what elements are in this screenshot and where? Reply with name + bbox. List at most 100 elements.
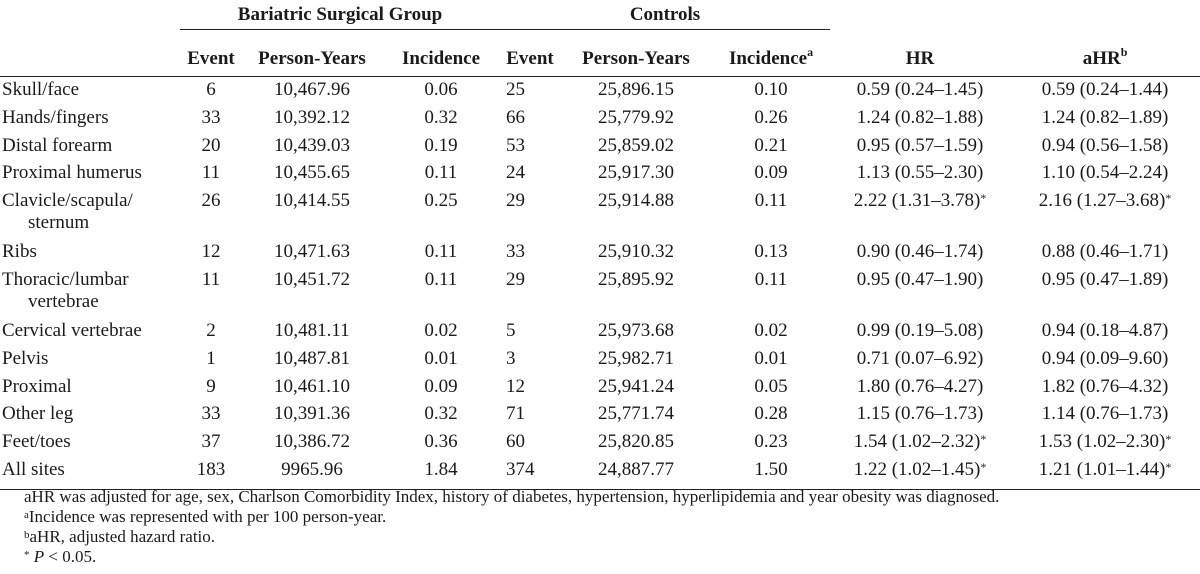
- cell-site: Other leg: [0, 401, 180, 429]
- group-controls: Controls: [500, 0, 831, 30]
- col-ahr-label: aHR: [1082, 48, 1121, 69]
- cell-c-py: 25,896.15: [598, 79, 674, 100]
- cell-c-inc: 0.28: [754, 403, 788, 425]
- site-label: Other leg: [2, 403, 74, 425]
- footnote-b-text: aHR, adjusted hazard ratio.: [29, 527, 216, 546]
- cell-c-event: 60: [506, 431, 525, 453]
- hr-value: 0.95 (0.47–1.90): [856, 268, 984, 290]
- hr-value: 0.99 (0.19–5.08): [856, 319, 984, 341]
- hr-value: 0.59 (0.24–1.45): [856, 79, 984, 100]
- ahr-value: 1.53 (1.02–2.30): [1038, 431, 1166, 453]
- table-row: Feet/toes 37 10,386.72 0.36 60 25,820.85 0.23 1…: [0, 429, 1200, 457]
- cell-hr: 1.13 (0.55–2.30): [830, 160, 1010, 188]
- cell-c-py: 25,973.68: [598, 319, 674, 341]
- cell-site: Proximal: [0, 374, 180, 402]
- table-footnotes: aHR was adjusted for age, sex, Charlson …: [24, 487, 999, 567]
- hr-value: 1.24 (0.82–1.88): [856, 106, 984, 128]
- cell-ahr: 1.10 (0.54–2.24): [1010, 160, 1200, 188]
- group-bariatric: Bariatric Surgical Group: [180, 0, 500, 30]
- cell-b-inc: 0.01: [424, 347, 458, 369]
- significance-mark: *: [980, 191, 987, 206]
- site-label: Proximal humerus: [2, 162, 142, 184]
- significance-mark: *: [1165, 432, 1172, 447]
- significance-mark: *: [980, 459, 987, 474]
- ahr-value: 1.24 (0.82–1.89): [1041, 106, 1169, 128]
- footnote-adjustment: aHR was adjusted for age, sex, Charlson …: [24, 487, 1000, 506]
- ahr-value: 1.10 (0.54–2.24): [1041, 162, 1169, 184]
- footnote-p-label: P: [33, 547, 45, 566]
- cell-site: Thoracic/lumbar vertebrae: [0, 267, 180, 318]
- cell-c-inc: 0.23: [754, 431, 788, 453]
- cell-c-event: 71: [506, 403, 525, 425]
- cell-hr: 1.80 (0.76–4.27): [830, 374, 1010, 402]
- cell-c-event: 374: [500, 456, 560, 490]
- cell-b-py: 9965.96: [242, 456, 382, 490]
- cell-c-event: 33: [506, 241, 525, 263]
- cell-site: Cervical vertebrae: [0, 318, 180, 346]
- cell-ahr: 2.16 (1.27–3.68)*: [1010, 188, 1200, 239]
- footnote-p-text: < 0.05.: [44, 547, 97, 566]
- table-row: Other leg 33 10,391.36 0.32 71 25,771.74 0.28 1…: [0, 401, 1200, 429]
- cell-ahr: 0.59 (0.24–1.44): [1010, 77, 1200, 105]
- cell-hr: 1.22 (1.02–1.45)*: [830, 456, 1011, 490]
- cell-b-event: 33: [201, 403, 221, 425]
- footnote-b: baHR, adjusted hazard ratio.: [24, 527, 999, 547]
- cell-hr: 2.22 (1.31–3.78)*: [830, 188, 1010, 239]
- cell-b-py: 10,414.55: [274, 190, 350, 212]
- cell-ahr: 1.21 (1.01–1.44)*: [1010, 456, 1200, 490]
- cell-site: Hands/fingers: [0, 105, 180, 133]
- cell-b-event: 37: [201, 431, 221, 453]
- cell-ahr: 0.95 (0.47–1.89): [1010, 267, 1200, 318]
- hr-value: 2.22 (1.31–3.78): [853, 190, 981, 212]
- cell-b-event: 11: [201, 268, 221, 290]
- cell-b-inc: 0.32: [424, 403, 458, 425]
- col-b-event: Event: [180, 29, 242, 77]
- cell-site: Skull/face: [0, 77, 180, 105]
- cell-b-inc: 0.02: [424, 319, 458, 341]
- site-label-continued: sternum: [28, 212, 90, 234]
- cell-hr: 0.59 (0.24–1.45): [830, 77, 1010, 105]
- ahr-value: 0.88 (0.46–1.71): [1041, 241, 1169, 263]
- cell-b-py: 10,481.11: [274, 319, 350, 341]
- ahr-value: 0.94 (0.09–9.60): [1041, 347, 1169, 369]
- table-row: Hands/fingers 33 10,392.12 0.32 66 25,779.92 0…: [0, 105, 1200, 133]
- ahr-value: 0.94 (0.18–4.87): [1041, 319, 1169, 341]
- cell-ahr: 1.53 (1.02–2.30)*: [1010, 429, 1200, 457]
- col-ahr: aHRb: [1010, 29, 1200, 77]
- ahr-value: 1.82 (0.76–4.32): [1041, 375, 1169, 397]
- cell-site: Feet/toes: [0, 429, 180, 457]
- hr-value: 1.22 (1.02–1.45): [853, 458, 981, 480]
- cell-c-inc: 0.02: [754, 319, 788, 341]
- cell-c-inc: 0.21: [754, 134, 788, 156]
- cell-b-py: 10,461.10: [274, 375, 350, 397]
- cell-b-py: 10,386.72: [274, 431, 350, 453]
- cell-hr: 0.99 (0.19–5.08): [830, 318, 1010, 346]
- cell-c-inc: 0.09: [754, 162, 788, 184]
- cell-hr: 0.95 (0.57–1.59): [830, 133, 1010, 161]
- fracture-risk-table: Bariatric Surgical Group Controls Event …: [0, 0, 1200, 490]
- site-label: All sites: [2, 458, 65, 480]
- cell-c-py: 25,917.30: [598, 162, 674, 184]
- site-label: Hands/fingers: [2, 106, 109, 128]
- cell-c-event: 66: [506, 106, 525, 128]
- column-header-row: Event Person-Years Incidence Event Perso…: [0, 29, 1200, 77]
- cell-c-inc: 0.11: [754, 268, 788, 290]
- cell-b-py: 10,455.65: [274, 162, 350, 184]
- cell-hr: 0.95 (0.47–1.90): [830, 267, 1010, 318]
- cell-c-py: 25,982.71: [598, 347, 674, 369]
- cell-c-event: 5: [506, 319, 516, 341]
- incidence-footnote-mark: a: [807, 45, 814, 59]
- cell-b-inc: 0.11: [424, 268, 458, 290]
- cell-site: Distal forearm: [0, 133, 180, 161]
- col-hr: HR: [830, 29, 1011, 77]
- cell-b-inc: 0.09: [424, 375, 458, 397]
- cell-b-event: 183: [180, 456, 242, 490]
- site-label: Distal forearm: [2, 134, 113, 156]
- cell-b-event: 11: [201, 162, 221, 184]
- site-label: Feet/toes: [2, 431, 71, 453]
- cell-c-py: 25,895.92: [598, 268, 674, 290]
- table-row: Thoracic/lumbar vertebrae 11 10,451.72 0.11 2…: [0, 267, 1200, 318]
- footnote-b-mark: b: [24, 529, 30, 541]
- col-c-event: Event: [500, 29, 560, 77]
- cell-site: Proximal humerus: [0, 160, 180, 188]
